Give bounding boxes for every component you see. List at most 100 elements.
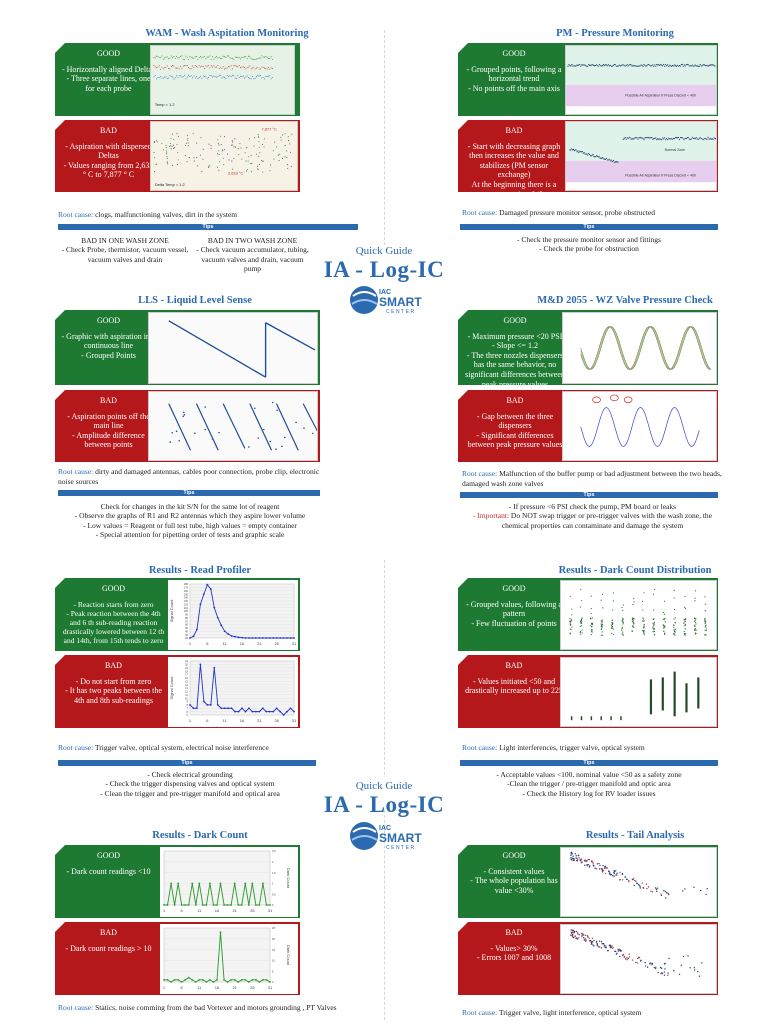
data-point — [648, 963, 651, 965]
data-point — [241, 56, 243, 58]
data-point — [603, 158, 606, 160]
data-point — [261, 55, 263, 57]
data-point — [570, 628, 572, 631]
data-point — [176, 67, 178, 69]
data-point — [259, 75, 261, 77]
data-point — [166, 156, 168, 158]
data-point — [582, 152, 584, 154]
data-point — [642, 618, 644, 620]
data-point — [695, 623, 697, 625]
y-tick-label: 50 — [185, 626, 188, 630]
data-point — [603, 65, 606, 67]
data-point — [655, 888, 658, 891]
data-point — [636, 962, 639, 964]
data-point — [660, 972, 662, 975]
data-point — [210, 145, 212, 147]
data-point — [153, 76, 155, 78]
x-tick-label: 26 — [250, 985, 255, 990]
data-point — [166, 78, 168, 80]
data-point — [632, 621, 634, 623]
data-point — [625, 65, 627, 67]
data-point — [243, 56, 245, 58]
iac-smart-center-logo: IAC SMART CENTER — [348, 818, 428, 854]
data-point — [216, 56, 218, 58]
data-point — [272, 150, 274, 152]
y-axis-label: Dark Count — [286, 868, 291, 889]
data-point — [683, 619, 685, 621]
air-zone — [566, 84, 716, 107]
data-point — [198, 76, 200, 78]
data-point — [633, 879, 636, 882]
data-point — [588, 153, 591, 156]
rp-title: Results - Read Profiler — [148, 565, 252, 576]
data-point — [643, 620, 645, 622]
data-point — [599, 157, 601, 159]
data-point — [178, 57, 180, 59]
data-point — [590, 155, 592, 157]
data-point — [609, 64, 611, 66]
data-point — [184, 978, 187, 981]
data-point — [708, 138, 710, 140]
data-point — [626, 959, 628, 961]
data-point — [570, 857, 572, 859]
data-point — [162, 68, 164, 70]
data-point — [251, 67, 253, 69]
data-point — [163, 978, 165, 981]
data-point — [161, 77, 163, 79]
data-point — [258, 710, 261, 713]
data-point — [631, 878, 634, 881]
data-point — [237, 74, 239, 76]
data-point — [284, 156, 286, 158]
data-point — [237, 57, 239, 59]
data-point — [577, 64, 579, 67]
data-point — [212, 66, 214, 68]
data-point — [177, 67, 179, 69]
data-point — [279, 153, 281, 155]
data-point — [269, 170, 271, 172]
data-point — [223, 136, 225, 138]
data-point — [275, 448, 277, 450]
y-tick-label: 5 — [187, 713, 189, 717]
data-point — [569, 65, 571, 67]
data-point — [571, 608, 573, 610]
data-point — [158, 56, 160, 58]
data-point — [619, 871, 621, 874]
data-point — [289, 637, 292, 639]
data-point — [187, 145, 189, 147]
data-point — [168, 145, 171, 147]
plot-bg — [151, 46, 294, 114]
data-point — [642, 609, 644, 611]
data-point — [164, 76, 166, 78]
y-axis-label: Dark Count — [286, 945, 291, 966]
data-point — [601, 631, 603, 633]
data-point — [594, 867, 597, 869]
data-point — [581, 625, 583, 627]
data-point — [646, 65, 648, 67]
data-point — [571, 148, 573, 150]
data-point — [664, 137, 666, 139]
data-point — [157, 141, 159, 143]
series-line — [168, 320, 316, 378]
data-point — [622, 619, 624, 621]
data-point — [202, 56, 204, 58]
data-point — [250, 154, 252, 156]
data-point — [664, 625, 666, 627]
data-point — [171, 133, 173, 135]
data-point — [695, 590, 697, 592]
data-point — [641, 64, 643, 67]
data-point — [653, 628, 656, 630]
data-point — [166, 978, 169, 981]
data-point — [633, 601, 635, 603]
data-point — [704, 625, 707, 627]
data-point — [232, 74, 234, 76]
data-point — [177, 152, 179, 154]
data-point — [706, 138, 708, 140]
data-point — [265, 978, 268, 981]
data-point — [590, 595, 592, 597]
data-point — [169, 74, 171, 76]
data-point — [694, 629, 696, 631]
data-point — [638, 884, 640, 886]
data-point — [712, 138, 714, 141]
data-point — [627, 137, 629, 140]
data-point — [241, 636, 243, 639]
